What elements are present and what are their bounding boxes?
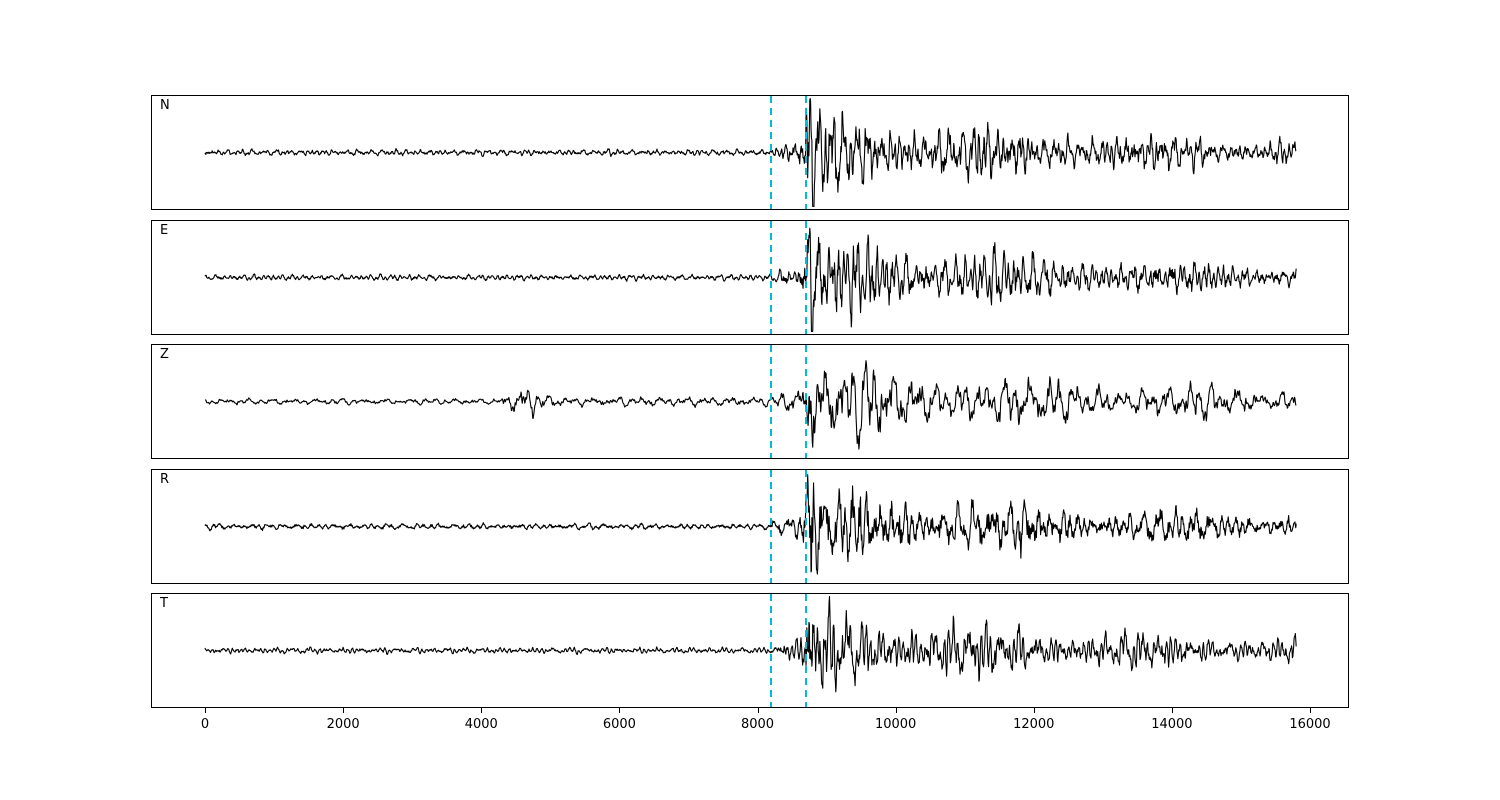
x-tick-label: 14000: [1151, 717, 1193, 732]
x-tick: [895, 708, 897, 713]
x-tick: [1033, 708, 1035, 713]
waveform-panel-T: T: [151, 593, 1349, 708]
pick-line-1: [770, 96, 773, 209]
waveform-trace-canvas: [152, 345, 1348, 458]
waveform-trace-canvas: [152, 594, 1348, 707]
pick-line-2: [804, 220, 807, 334]
channel-label: N: [160, 98, 170, 113]
channel-label: R: [160, 471, 170, 487]
x-tick: [757, 708, 759, 713]
x-tick-label: 10000: [874, 717, 917, 732]
x-tick-label: 6000: [602, 717, 636, 732]
waveform-panel-E: E: [151, 219, 1349, 335]
waveform-trace-canvas: [152, 469, 1348, 583]
x-tick: [1171, 708, 1173, 713]
waveform-panel-R: R: [151, 468, 1349, 584]
x-tick-label: 16000: [1289, 717, 1331, 732]
waveform-trace-canvas: [152, 220, 1348, 334]
pick-line-1: [770, 469, 773, 583]
x-tick-label: 0: [200, 717, 210, 732]
x-tick-label: 12000: [1013, 717, 1055, 732]
x-tick: [205, 708, 206, 713]
pick-line-1: [770, 594, 773, 707]
pick-line-1: [770, 345, 773, 458]
channel-label: T: [160, 596, 168, 611]
pick-line-2: [804, 594, 807, 707]
waveform-trace-canvas: [152, 96, 1348, 209]
pick-line-2: [804, 469, 807, 583]
channel-label: E: [160, 222, 169, 238]
pick-line-2: [804, 345, 807, 458]
x-tick-label: 4000: [464, 717, 498, 732]
channel-label: Z: [160, 347, 169, 362]
x-tick: [619, 708, 621, 713]
pick-line-2: [804, 96, 807, 209]
waveform-panel-N: N: [151, 95, 1349, 210]
x-tick: [343, 708, 345, 713]
x-tick-label: 2000: [326, 717, 360, 732]
waveform-panel-Z: Z: [151, 344, 1349, 459]
x-tick: [1310, 708, 1311, 713]
x-tick-label: 8000: [740, 717, 775, 732]
pick-line-1: [770, 220, 773, 334]
x-tick: [481, 708, 483, 713]
